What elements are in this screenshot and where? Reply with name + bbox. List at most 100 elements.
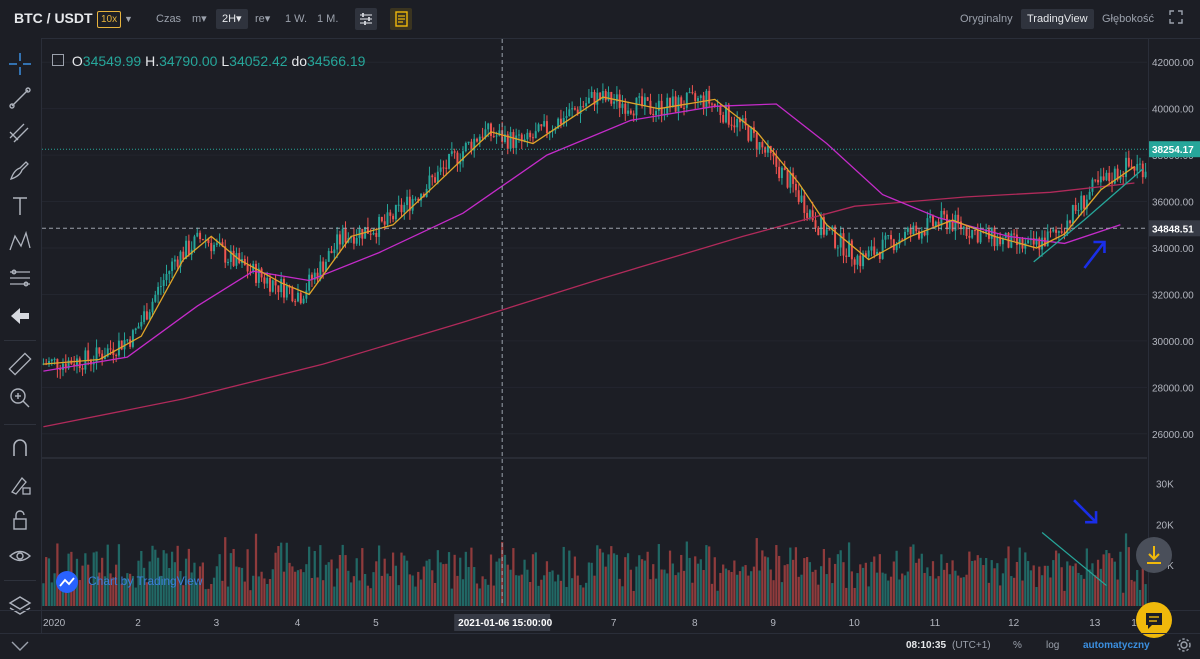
candle-up — [137, 326, 140, 329]
gear-icon[interactable] — [1175, 636, 1193, 657]
volume-bar-up — [204, 589, 207, 606]
pattern-icon[interactable] — [6, 228, 34, 256]
volume-bar-down — [299, 569, 302, 606]
volume-bar-up — [607, 554, 610, 606]
candle-down — [747, 125, 750, 141]
volume-bar-down — [713, 557, 716, 606]
magnet-icon[interactable] — [6, 434, 34, 462]
arrow-left-icon[interactable] — [6, 302, 34, 330]
candle-up — [484, 129, 487, 138]
candle-up — [1035, 238, 1038, 245]
tradingview-watermark[interactable]: Chart by TradingView — [56, 571, 203, 593]
candle-down — [490, 123, 492, 136]
candle-up — [151, 301, 154, 313]
candle-up — [131, 330, 134, 347]
candle-up — [313, 272, 316, 280]
candle-down — [442, 167, 445, 169]
candle-down — [708, 90, 711, 104]
timezone[interactable]: (UTC+1) — [952, 640, 991, 651]
view-original-tab[interactable]: Oryginalny — [960, 13, 1013, 25]
candle-down — [369, 233, 372, 235]
price-chart[interactable] — [42, 39, 1147, 609]
candle-down — [932, 215, 934, 227]
fullscreen-icon[interactable] — [1166, 7, 1186, 27]
volume-bar-up — [1052, 560, 1055, 606]
price-tick-label: 32000.00 — [1152, 290, 1194, 301]
candle-up — [165, 273, 168, 281]
candle-down — [976, 230, 979, 243]
candle-down — [64, 363, 67, 369]
expand-square-icon[interactable] — [52, 54, 64, 66]
ruler-icon[interactable] — [6, 350, 34, 378]
view-depth-tab[interactable]: Głębokość — [1102, 13, 1154, 25]
volume-bar-up — [123, 578, 126, 606]
fib-channel-icon[interactable] — [6, 120, 34, 148]
volume-bar-up — [571, 578, 574, 606]
candle-down — [828, 229, 831, 231]
chat-button[interactable] — [1136, 602, 1172, 638]
text-tool-icon[interactable] — [6, 192, 34, 220]
view-tradingview-tab[interactable]: TradingView — [1021, 9, 1094, 29]
interval-month-button[interactable]: 1 M. — [317, 13, 339, 25]
volume-bar-up — [971, 560, 974, 606]
volume-bar-down — [708, 546, 711, 606]
log-scale-toggle[interactable]: log — [1046, 640, 1060, 651]
price-axis[interactable]: 42000.0040000.0038000.0036000.0034000.00… — [1148, 39, 1200, 609]
candle-down — [1130, 166, 1133, 168]
volume-bar-up — [985, 557, 988, 606]
volume-bar-down — [982, 565, 985, 606]
interval-week-button[interactable]: 1 W. — [285, 13, 308, 25]
trend-line-icon[interactable] — [6, 84, 34, 112]
price-tick-label: 40000.00 — [1152, 105, 1194, 116]
collapse-panel-icon[interactable] — [4, 636, 36, 659]
crosshair-icon[interactable] — [6, 50, 34, 78]
volume-bar-up — [621, 586, 624, 606]
volume-bar-down — [520, 574, 523, 606]
crosshair-price-tag: 34848.51 — [1152, 224, 1194, 235]
volume-bar-down — [923, 572, 926, 606]
zoom-in-icon[interactable] — [6, 384, 34, 412]
volume-bar-down — [772, 580, 775, 606]
candle-up — [565, 116, 568, 118]
volume-bar-up — [229, 553, 232, 606]
volume-bar-up — [626, 553, 630, 606]
volume-bar-down — [1130, 579, 1133, 606]
volume-bar-down — [691, 582, 694, 606]
volume-bar-up — [920, 553, 923, 606]
volume-bar-down — [310, 578, 314, 606]
volume-bar-up — [467, 567, 470, 606]
candle-down — [859, 255, 862, 267]
volume-bar-down — [1021, 580, 1024, 606]
lock-drawing-icon[interactable] — [6, 470, 34, 498]
time-axis[interactable]: 2020234578910111213142021-01-06 15:00:00 — [0, 610, 1200, 634]
volume-bar-down — [1133, 581, 1136, 606]
indicators-button[interactable] — [390, 8, 412, 30]
download-button[interactable] — [1136, 537, 1172, 573]
chart-settings-button[interactable] — [355, 8, 377, 30]
chevron-down-icon[interactable]: ▼ — [124, 14, 133, 24]
leverage-badge[interactable]: 10x — [97, 11, 122, 28]
candle-up — [285, 285, 288, 298]
candle-down — [255, 263, 257, 283]
volume-bar-up — [929, 576, 932, 606]
candle-down — [778, 166, 781, 179]
percent-scale-toggle[interactable]: % — [1013, 640, 1022, 651]
eye-icon[interactable] — [6, 542, 34, 570]
interval-minutes-button[interactable]: m▾ — [192, 13, 207, 25]
candle-up — [758, 142, 761, 150]
candle-down — [918, 231, 920, 239]
interval-other-button[interactable]: re▾ — [255, 13, 271, 25]
pair-title[interactable]: BTC / USDT — [14, 10, 93, 26]
candle-down — [210, 243, 213, 252]
volume-bar-down — [646, 551, 649, 606]
volume-bar-down — [489, 554, 493, 606]
auto-scale-toggle[interactable]: automatyczny — [1083, 640, 1150, 651]
volume-bar-up — [414, 586, 417, 606]
unlock-icon[interactable] — [6, 506, 34, 534]
candle-down — [431, 175, 434, 178]
volume-bar-up — [302, 572, 305, 606]
interval-2h-button[interactable]: 2H▾ — [216, 9, 248, 29]
volume-bar-down — [408, 574, 411, 606]
brush-icon[interactable] — [6, 156, 34, 184]
long-short-position-icon[interactable] — [6, 264, 34, 292]
